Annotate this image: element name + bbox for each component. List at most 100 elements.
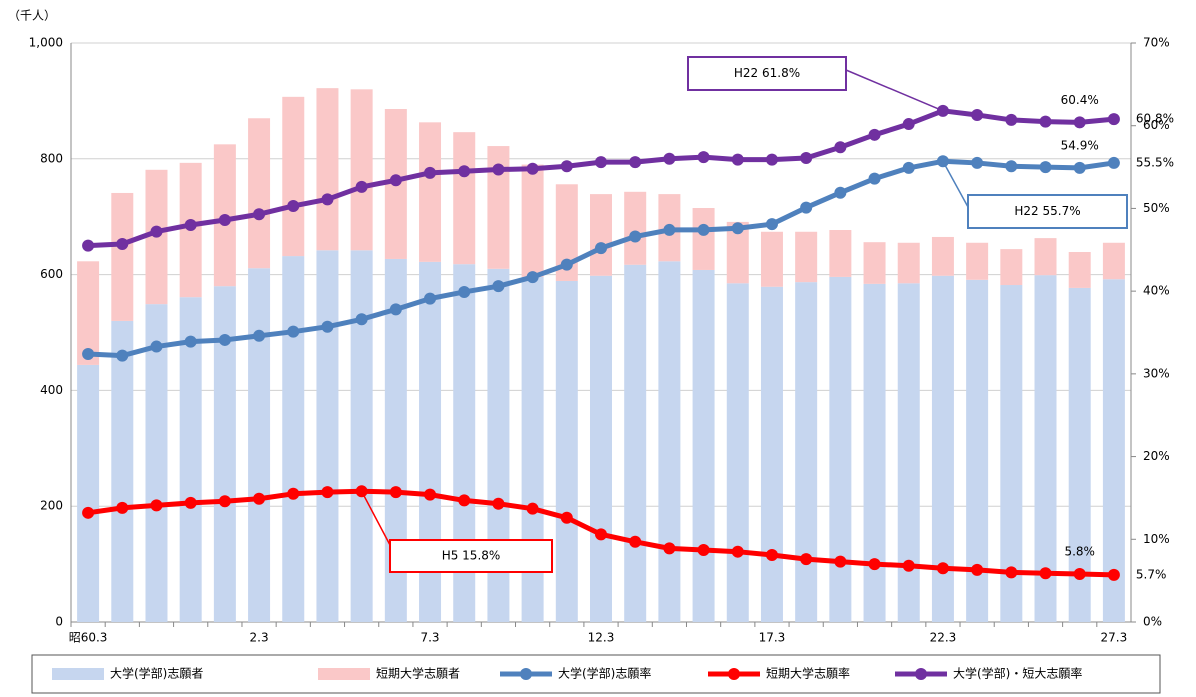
y2-tick-label: 60% — [1143, 118, 1170, 132]
marker — [629, 156, 642, 169]
x-tick-label: 17.3 — [759, 631, 786, 645]
bar — [248, 268, 271, 622]
unit-label: （千人） — [8, 9, 56, 23]
marker — [424, 292, 437, 305]
y2-tick-label: 70% — [1143, 36, 1170, 50]
marker — [526, 502, 539, 515]
bar — [590, 275, 612, 622]
x-tick-label: 7.3 — [420, 631, 439, 645]
value-label: 55.5% — [1136, 155, 1174, 169]
y-tick-label: 600 — [40, 267, 63, 281]
bar — [897, 242, 920, 284]
marker — [834, 555, 847, 568]
bar — [1000, 249, 1023, 286]
bar — [829, 230, 852, 277]
value-label: 5.8% — [1064, 545, 1095, 559]
y2-tick-label: 30% — [1143, 366, 1170, 380]
marker — [355, 180, 368, 193]
bar — [624, 191, 647, 265]
legend-swatch — [318, 668, 370, 680]
marker — [526, 271, 539, 284]
legend-marker — [728, 668, 740, 680]
bar — [590, 194, 612, 276]
bar — [966, 242, 989, 280]
marker — [629, 230, 642, 243]
marker — [1039, 567, 1052, 580]
marker — [560, 160, 573, 173]
marker — [389, 486, 402, 499]
bar — [179, 297, 202, 622]
bar — [453, 132, 476, 265]
marker — [1073, 568, 1086, 581]
bar — [658, 261, 681, 622]
marker — [458, 494, 471, 507]
marker — [218, 495, 231, 508]
marker — [116, 237, 129, 250]
marker — [595, 156, 607, 169]
leader-line — [845, 69, 944, 112]
bar — [966, 279, 989, 622]
bar — [111, 320, 134, 622]
marker — [253, 208, 266, 221]
marker — [1039, 161, 1052, 174]
marker — [971, 563, 984, 576]
marker — [1005, 566, 1018, 579]
bar — [795, 282, 818, 622]
marker — [834, 186, 847, 199]
marker — [1039, 115, 1052, 128]
marker — [1107, 156, 1120, 169]
marker — [663, 152, 676, 165]
marker — [697, 151, 710, 164]
marker — [765, 153, 778, 166]
marker — [560, 511, 573, 524]
marker — [868, 558, 881, 571]
leader-line — [360, 490, 391, 546]
x-tick-label: 22.3 — [930, 631, 957, 645]
marker — [1107, 568, 1120, 581]
bar — [1000, 285, 1023, 622]
annotation: H22 61.8% — [734, 66, 800, 80]
bar — [1102, 242, 1125, 280]
marker — [218, 333, 231, 346]
marker — [800, 151, 813, 164]
bar — [931, 275, 954, 622]
bar — [1034, 238, 1057, 276]
marker — [253, 329, 266, 342]
marker — [458, 285, 471, 298]
bar — [350, 89, 373, 251]
bar — [487, 268, 510, 622]
marker — [902, 118, 915, 131]
marker — [389, 174, 402, 187]
bar — [760, 286, 783, 622]
bar — [521, 164, 544, 277]
marker — [595, 528, 607, 541]
leader-line — [942, 160, 969, 208]
marker — [321, 486, 334, 499]
marker — [1073, 161, 1086, 174]
marker — [116, 501, 129, 514]
bar — [419, 261, 442, 622]
y-tick-label: 800 — [40, 151, 63, 165]
bar — [726, 283, 749, 622]
legend-label: 短期大学志願率 — [766, 666, 850, 681]
legend-label: 短期大学志願者 — [376, 666, 460, 681]
marker — [526, 162, 539, 175]
x-tick-label: 12.3 — [588, 631, 615, 645]
bar — [316, 88, 339, 251]
marker — [287, 325, 300, 338]
y-tick-label: 200 — [40, 499, 63, 513]
bar — [1034, 275, 1057, 622]
marker — [834, 141, 847, 154]
legend-swatch — [52, 668, 104, 680]
marker — [184, 496, 197, 509]
marker — [560, 258, 573, 271]
bar — [1102, 279, 1125, 622]
marker — [629, 535, 642, 548]
marker — [936, 562, 949, 575]
marker — [355, 313, 368, 326]
y2-tick-label: 40% — [1143, 284, 1170, 298]
legend-label: 大学(学部)志願者 — [110, 666, 203, 681]
marker — [663, 542, 676, 555]
bar — [453, 264, 476, 622]
